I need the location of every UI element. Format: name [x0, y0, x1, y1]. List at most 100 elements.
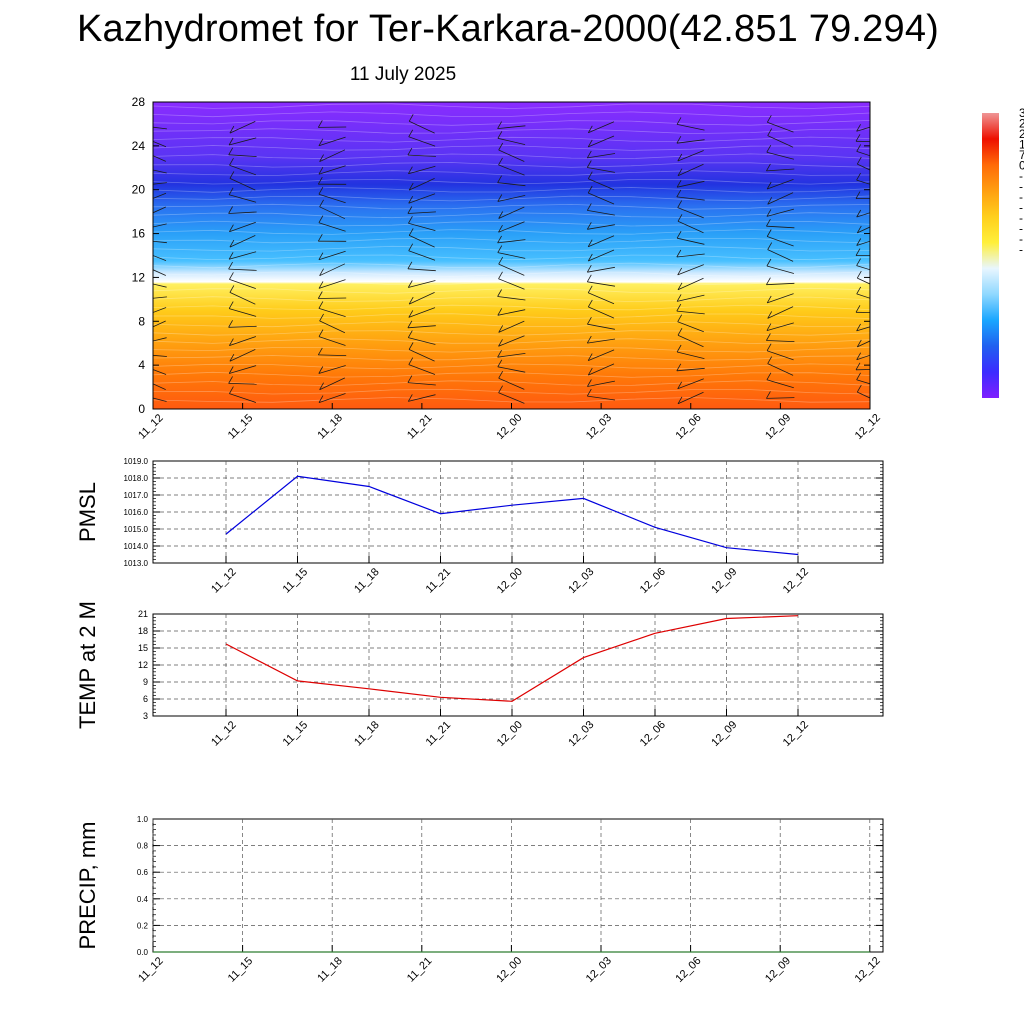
wind-barb — [766, 163, 795, 172]
wind-barb-flag — [497, 289, 502, 297]
wind-barb-flag — [856, 323, 861, 332]
wind-barb-flag — [766, 323, 772, 331]
contour-line — [153, 128, 870, 135]
wind-barb-flag — [856, 270, 862, 279]
wind-barb — [153, 223, 167, 228]
wind-barb-flag — [498, 225, 503, 233]
wind-barb-shaft — [318, 222, 346, 232]
y-tick-label: 1013.0 — [124, 559, 149, 568]
wind-barb — [856, 286, 870, 299]
wind-barb — [408, 193, 436, 204]
wind-barb-shaft — [228, 383, 257, 385]
wind-barb — [677, 277, 704, 291]
wind-barb-flag — [408, 216, 413, 224]
wind-barb-flag — [407, 330, 413, 338]
wind-barb-shaft — [408, 222, 436, 231]
wind-barb-shaft — [407, 325, 436, 329]
wind-barb — [228, 365, 257, 374]
wind-barb — [229, 221, 256, 233]
wind-barb-shaft — [856, 379, 870, 385]
x-tick-label: 11_21 — [405, 412, 435, 442]
x-tick-label: 12_12 — [781, 566, 811, 596]
wind-barb-shaft — [318, 193, 346, 204]
wind-barb-flag — [587, 171, 593, 179]
wind-barb — [676, 231, 705, 245]
wind-barb-flag — [677, 282, 683, 290]
wind-barb-flag — [587, 285, 593, 293]
wind-barb — [766, 229, 794, 247]
y-tick-label: 1.0 — [137, 815, 149, 824]
wind-barb-flag — [140, 197, 144, 204]
wind-barb-shaft — [318, 308, 346, 317]
wind-barb-flag — [407, 375, 413, 383]
wind-barb-shaft — [318, 279, 346, 289]
wind-barb — [498, 206, 525, 219]
wind-barb-shaft — [676, 139, 705, 144]
wind-barb-shaft — [677, 351, 705, 359]
x-tick-label: 11_15 — [226, 412, 256, 442]
wind-barb-flag — [856, 286, 862, 295]
wind-barb-shaft — [587, 395, 616, 401]
wind-barb-flag — [317, 177, 323, 185]
wind-barb-flag — [497, 175, 502, 183]
x-tick-label: 12_00 — [494, 955, 524, 985]
wind-barb-flag — [318, 395, 324, 403]
wind-barb — [228, 320, 257, 328]
wind-barb-flag — [407, 206, 413, 214]
wind-barb-shaft — [319, 263, 346, 277]
wind-barb-flag — [228, 320, 233, 328]
x-tick-label: 12_09 — [763, 412, 793, 442]
plot-frame — [152, 818, 884, 953]
wind-barb — [586, 150, 616, 159]
contour-line — [153, 279, 870, 286]
wind-barb — [766, 343, 794, 361]
wind-barb-shaft — [676, 196, 705, 201]
wind-barb-shaft — [857, 226, 870, 234]
wind-barb — [856, 124, 870, 132]
wind-barb — [498, 271, 525, 290]
wind-barb — [766, 372, 794, 389]
colorbar-label: 0 — [1019, 159, 1024, 173]
colorbar-label: 1 — [1019, 138, 1024, 152]
wind-barb — [317, 234, 347, 242]
wind-barb — [677, 391, 704, 405]
wind-barb-shaft — [318, 297, 347, 299]
wind-barb — [587, 121, 615, 134]
wind-barb-shaft — [229, 121, 256, 134]
wind-barb — [586, 388, 616, 401]
wind-barb-shaft — [857, 391, 870, 399]
wind-barb-shaft — [497, 252, 526, 259]
wind-barb-shaft — [766, 282, 795, 286]
wind-barb-shaft — [588, 192, 615, 205]
wind-barb-shaft — [153, 155, 166, 162]
wind-barb-shaft — [767, 135, 794, 148]
x-tick-label: 12_12 — [853, 412, 883, 442]
wind-barb-shaft — [228, 251, 257, 260]
y-tick-label: 6 — [143, 694, 148, 704]
wind-barb — [153, 240, 167, 244]
wind-barb-flag — [767, 242, 773, 250]
wind-barb-shaft — [498, 221, 525, 233]
wind-barb-shaft — [767, 249, 794, 262]
wind-barb — [318, 365, 346, 374]
wind-barb-shaft — [766, 151, 795, 160]
wind-barb-shaft — [856, 212, 870, 218]
wind-barb — [153, 383, 166, 390]
wind-barb-flag — [587, 139, 593, 148]
wind-barb — [676, 117, 705, 131]
wind-barb-flag — [497, 235, 502, 244]
wind-barb — [498, 335, 525, 347]
wind-barb-shaft — [153, 354, 167, 357]
wind-barb — [497, 359, 526, 373]
x-tick-label: 12_00 — [494, 412, 524, 442]
contour-line — [153, 145, 870, 151]
wind-barb-flag — [856, 352, 862, 360]
y-tick-label: 18 — [138, 626, 148, 636]
wind-barb-shaft — [587, 380, 615, 387]
wind-barb — [317, 120, 347, 128]
wind-barb-flag — [766, 163, 771, 172]
wind-barb — [153, 320, 166, 328]
wind-barb-shaft — [153, 369, 167, 375]
wind-barb-flag — [587, 353, 593, 361]
wind-barb-flag — [319, 313, 324, 322]
